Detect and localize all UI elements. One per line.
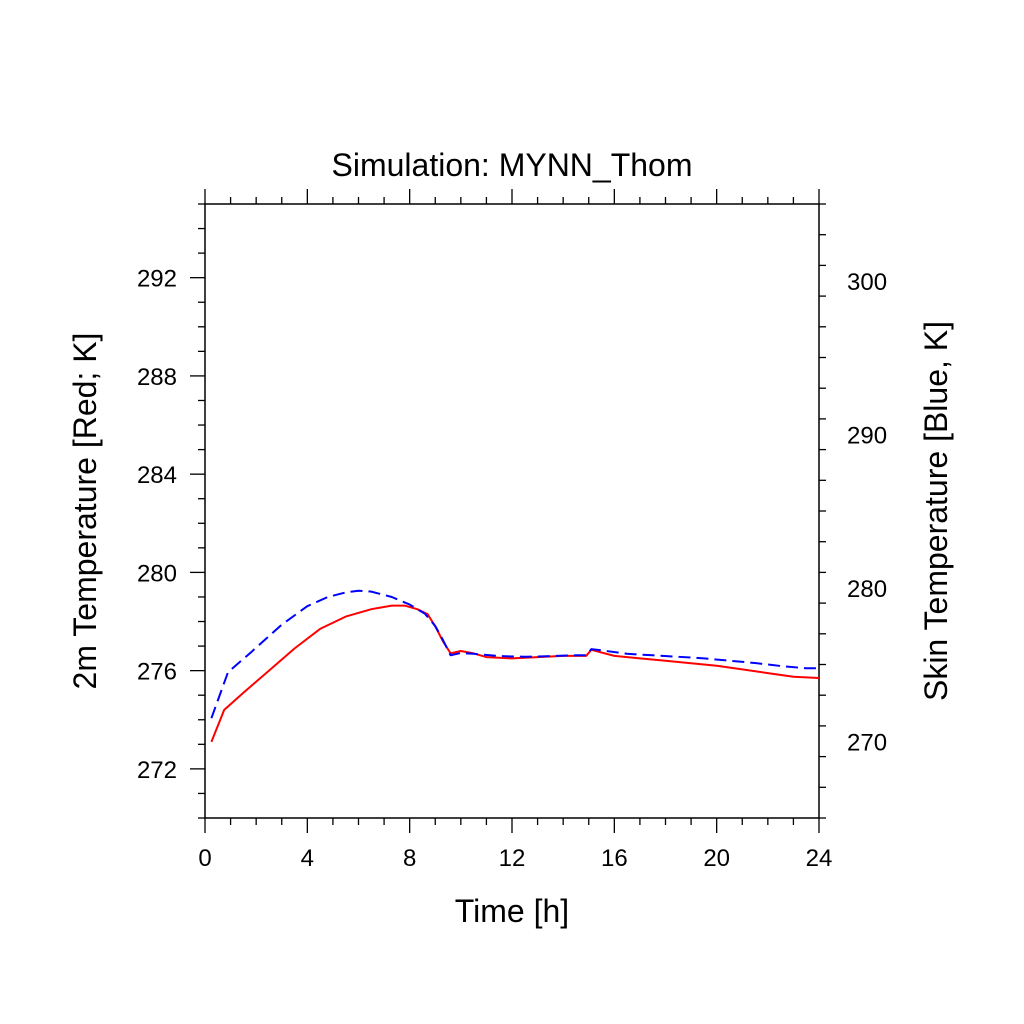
temperature-2m-line (210, 604, 820, 743)
x-axis-label: Time [h] (455, 893, 569, 929)
x-tick-label: 8 (403, 845, 416, 872)
y-axis-left-label: 2m Temperature [Red; K] (67, 333, 103, 690)
y-right-tick-label: 270 (847, 729, 887, 756)
y-left-tick-label: 288 (137, 364, 177, 391)
y-right-tick-label: 280 (847, 576, 887, 603)
y-left-tick-label: 272 (137, 757, 177, 784)
tick-marks (190, 189, 826, 833)
x-tick-label: 16 (601, 845, 628, 872)
tick-labels: 0 4 8 12 16 20 24 272 276 280 284 288 292 270 280 290 30… (137, 266, 887, 872)
skin-temperature-line (210, 589, 819, 719)
series-lines (210, 589, 820, 743)
chart-title: Simulation: MYNN_Thom (332, 147, 693, 183)
y-left-tick-label: 280 (137, 560, 177, 587)
y-axis-right-label: Skin Temperature [Blue, K] (918, 321, 954, 701)
y-left-tick-label: 276 (137, 659, 177, 686)
x-tick-label: 4 (301, 845, 314, 872)
x-tick-label: 0 (198, 845, 211, 872)
y-left-tick-label: 284 (137, 462, 177, 489)
x-tick-label: 24 (806, 845, 833, 872)
y-right-tick-label: 300 (847, 269, 887, 296)
y-right-tick-label: 290 (847, 422, 887, 449)
x-tick-label: 12 (499, 845, 526, 872)
y-left-tick-label: 292 (137, 266, 177, 293)
plot-frame (204, 203, 820, 819)
x-tick-label: 20 (703, 845, 730, 872)
